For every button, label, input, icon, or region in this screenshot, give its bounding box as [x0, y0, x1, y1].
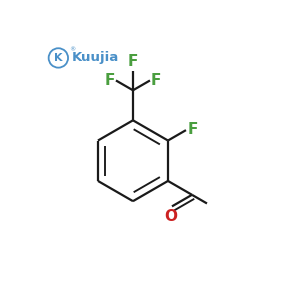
Text: F: F — [104, 73, 115, 88]
Text: Kuujia: Kuujia — [72, 51, 119, 64]
Text: O: O — [164, 209, 177, 224]
Text: K: K — [54, 53, 63, 63]
Text: F: F — [151, 73, 161, 88]
Text: ®: ® — [69, 47, 75, 52]
Text: F: F — [188, 122, 198, 137]
Text: F: F — [128, 55, 138, 70]
